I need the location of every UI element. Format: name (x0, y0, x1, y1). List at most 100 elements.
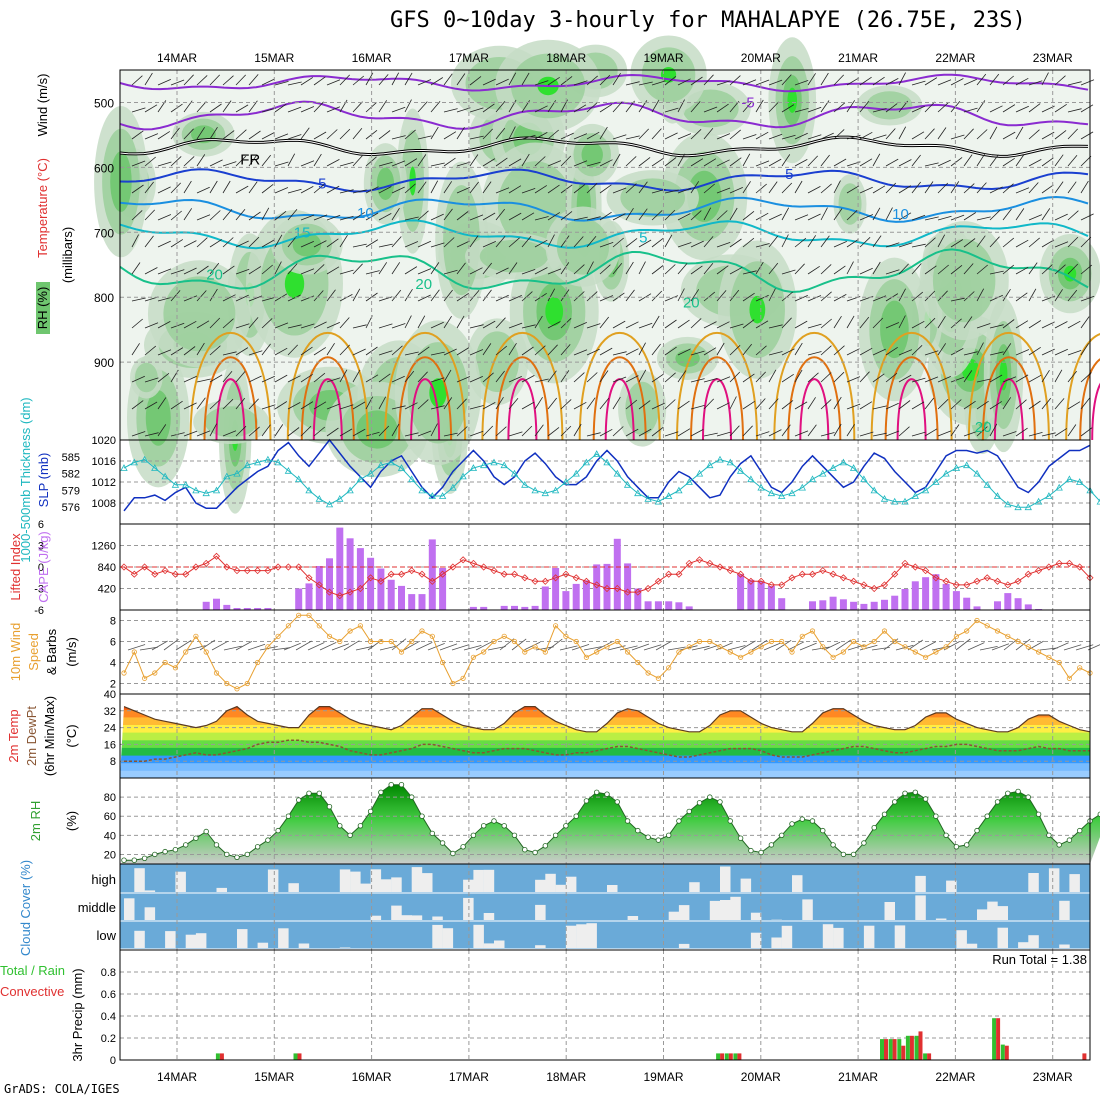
wind-barb (417, 371, 428, 383)
rh-point (511, 832, 518, 838)
wind-barb (677, 288, 685, 302)
wind-barb (690, 318, 702, 329)
wind-barb (1002, 157, 1015, 167)
wind-barb (469, 154, 479, 167)
wind-barb (586, 75, 598, 86)
wind-barb (196, 320, 210, 329)
lifted-index-point (993, 577, 1002, 585)
wind-barb (261, 343, 271, 356)
thickness-point (695, 469, 704, 477)
cape-bar (387, 579, 395, 610)
rh-point (994, 799, 1001, 805)
bottom-day-label: 15MAR (254, 1070, 294, 1084)
wind-barb (131, 375, 145, 383)
wind-speed-point (614, 638, 620, 645)
cloud-clear-bar (288, 883, 299, 892)
wind-barb (144, 156, 156, 167)
wind-speed-point (645, 670, 651, 676)
wind-barb (612, 396, 621, 410)
wind-barb (846, 185, 860, 194)
rh-point (306, 790, 312, 796)
wind-barb (534, 80, 549, 86)
wind-barb (170, 156, 182, 167)
wind-barb (859, 76, 872, 86)
wind-barb (911, 181, 922, 194)
wind-barb (976, 153, 985, 167)
wind-barb (755, 320, 769, 329)
thickness-point (1014, 503, 1022, 511)
cape-bar (911, 581, 919, 610)
cloud-clear-bar (771, 937, 782, 948)
wind-barb (1054, 428, 1068, 437)
cloud-clear-bar (720, 900, 731, 920)
wind-barb (911, 263, 922, 275)
rh-point (861, 840, 867, 846)
wind-barb-10m (271, 647, 290, 651)
wind-barb (716, 431, 731, 437)
isotherm (119, 195, 1089, 223)
rh-point (748, 847, 754, 854)
cloud-clear-bar (977, 909, 988, 920)
wind-speed-point (296, 612, 302, 618)
thickness-point (356, 475, 365, 483)
precip-convective-bar (737, 1053, 742, 1060)
rh-point (285, 813, 292, 819)
wind-barb (1028, 182, 1039, 194)
ylabel-wind10m-unit: (m/s) (64, 637, 79, 667)
lifted-index-point (767, 581, 775, 589)
wind-barb (924, 428, 938, 437)
rh-point (758, 849, 764, 856)
lifted-index-point (1045, 563, 1053, 571)
wind-barb (846, 100, 856, 113)
lifted-index-point (932, 574, 940, 582)
isotherm-plume (189, 331, 272, 441)
wind-barb (833, 345, 845, 356)
wind-barb (976, 129, 988, 140)
wind-barb (716, 242, 731, 248)
wind-barb (781, 317, 792, 329)
wind-speed-point (933, 649, 939, 655)
wind-barb (1002, 376, 1017, 383)
rh-point (522, 847, 528, 853)
wind-barb (274, 322, 289, 329)
wind-barb (482, 103, 495, 113)
wind-barb (508, 237, 520, 248)
wind-barb (885, 402, 899, 410)
wind-barb (313, 76, 326, 86)
wind-barb (313, 214, 328, 221)
wind-barb (1041, 432, 1056, 437)
wind-barb (326, 289, 336, 302)
wind-barb (794, 342, 803, 356)
wind-barb (482, 289, 492, 302)
wind-barb (989, 186, 1003, 194)
lifted-index-point (808, 570, 817, 578)
wind-barb (430, 321, 444, 329)
wind-barb (560, 425, 572, 437)
wind-barb (196, 75, 208, 86)
cape-bar (932, 574, 940, 610)
wind-barb (859, 371, 870, 383)
wind-barb-10m (487, 646, 506, 651)
wind-barb-10m (535, 646, 554, 651)
wind-barb (963, 212, 977, 221)
top-day-label: 21MAR (838, 51, 878, 65)
wind-barb (833, 423, 842, 437)
wind-barb (235, 104, 249, 113)
wind-barb (157, 79, 171, 86)
ylabel-precip-total: Total / Rain (0, 963, 65, 978)
wind-barb (417, 430, 432, 437)
wind-tick-label: 4 (110, 658, 116, 670)
wind-barb (326, 342, 335, 356)
wind-barb (482, 320, 496, 329)
wind-barb (755, 160, 770, 167)
temp-band (120, 755, 1090, 764)
wind-barb (820, 291, 832, 302)
wind-speed-point (439, 659, 446, 666)
wind-barb (612, 262, 623, 275)
cape-bar (603, 563, 611, 610)
lifted-index-point (891, 570, 899, 578)
wind-barb (638, 157, 651, 167)
wind-barb (508, 376, 522, 383)
lifted-index-point (356, 584, 364, 593)
cloud-clear-bar (432, 916, 443, 920)
